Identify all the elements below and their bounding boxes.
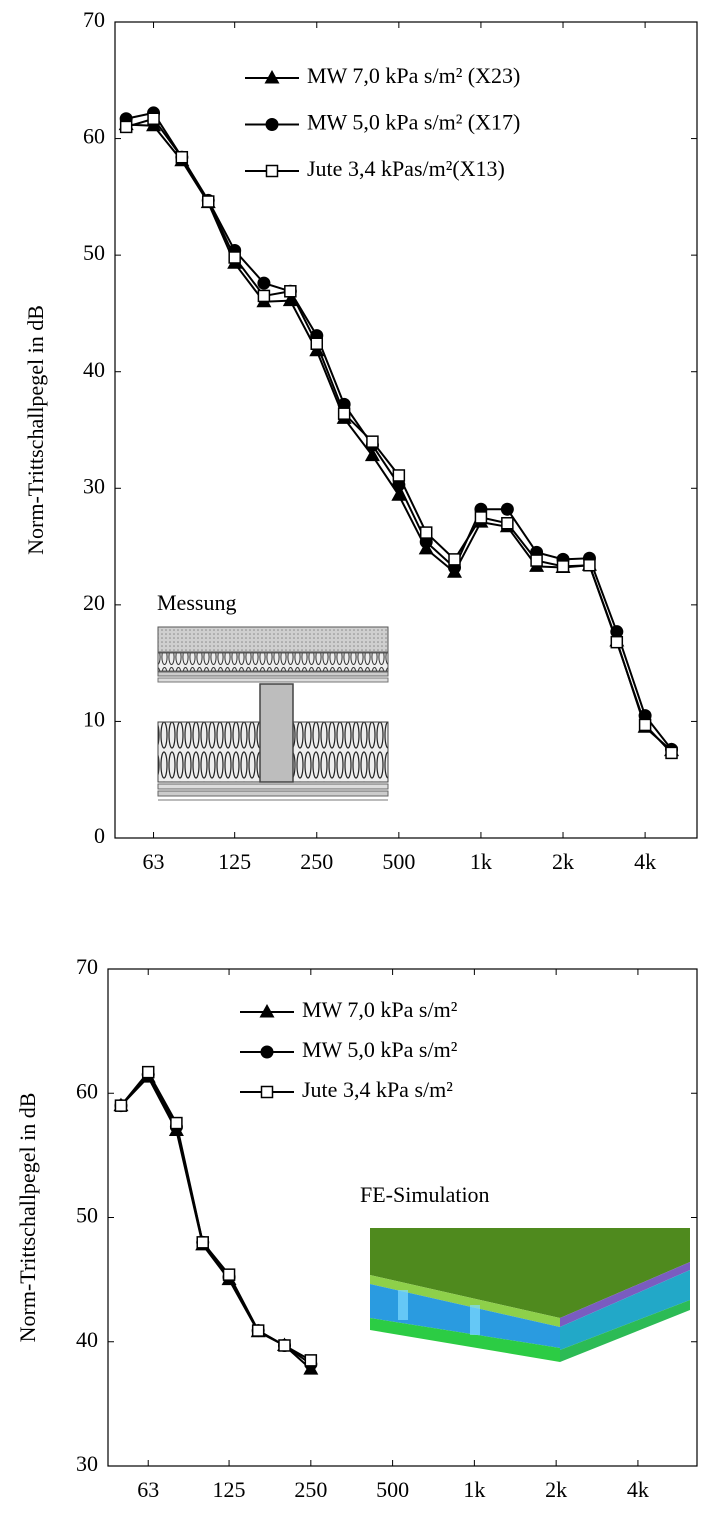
data-point [282,292,298,307]
data-point [337,407,351,420]
x-tick-label: 500 [382,849,415,874]
legend-marker [265,118,279,131]
plot-frame [114,21,698,839]
y-tick-label: 40 [83,357,105,382]
data-point [610,635,624,649]
x-tick-label: 2k [545,1477,567,1502]
y-tick-label: 30 [76,1451,98,1476]
data-point [278,1339,291,1352]
x-tick-label: 250 [294,1477,327,1502]
y-tick-label: 40 [76,1327,98,1352]
x-tick-label: 125 [213,1477,246,1502]
data-point [257,276,271,290]
legend-marker [264,70,280,84]
data-point [638,718,652,732]
data-point [364,447,380,462]
x-tick-label: 1k [470,849,492,874]
y-tick-label: 70 [83,7,105,32]
data-point [114,1099,128,1112]
data-point [147,112,160,126]
data-point [222,1268,236,1281]
legend-label: MW 7,0 kPa s/m² [302,997,458,1022]
data-point [419,526,433,539]
legend-label: Jute 3,4 kPas/m²(X13) [307,156,505,181]
y-tick-label: 0 [94,823,105,848]
data-point [500,502,514,516]
legend-marker [260,1085,274,1099]
data-point [119,120,133,134]
y-tick-label: 50 [76,1203,98,1228]
data-point [583,558,596,572]
simulation-image [370,1228,690,1362]
y-tick-label: 50 [83,240,105,265]
y-tick-label: 20 [83,590,105,615]
x-tick-label: 63 [137,1477,159,1502]
data-point [257,289,271,303]
data-point [556,560,570,573]
series-line [120,1070,312,1362]
data-point [284,285,297,298]
y-tick-label: 60 [83,124,105,149]
legend-label: MW 5,0 kPa s/m² (X17) [307,110,520,135]
legend-label: Jute 3,4 kPa s/m² [302,1077,453,1102]
y-tick-label: 60 [76,1078,98,1103]
data-point [251,1324,265,1337]
annotation: Messung [157,590,236,615]
annotation: FE-Simulation [360,1182,490,1207]
y-tick-label: 10 [83,706,105,731]
legend-marker [260,1045,274,1059]
x-tick-label: 125 [218,849,251,874]
x-tick-label: 2k [552,849,574,874]
series-line [120,1075,312,1370]
x-tick-label: 4k [627,1477,649,1502]
data-point [501,517,514,530]
data-point [366,435,379,448]
measurement-diagram [157,626,389,801]
y-tick-label: 70 [76,954,98,979]
data-point [304,1354,318,1367]
x-tick-label: 500 [376,1477,409,1502]
data-point [392,469,406,482]
legend-label: MW 5,0 kPa s/m² [302,1037,458,1062]
y-tick-label: 30 [83,473,105,498]
x-tick-label: 4k [634,849,656,874]
series-line [120,1072,312,1365]
legend-marker [259,1004,275,1018]
data-point [175,150,189,164]
y-axis-title: Norm-Trittschallpegel in dB [15,1093,40,1343]
data-point [202,195,215,208]
data-point [170,1116,183,1130]
legend-marker [265,164,279,178]
data-point [141,1065,155,1079]
data-point [530,554,543,567]
data-point [391,487,407,501]
legend-label: MW 7,0 kPa s/m² (X23) [307,63,520,88]
data-point [228,251,241,264]
x-tick-label: 250 [300,849,333,874]
data-point [310,337,324,350]
data-point [196,1236,209,1249]
y-axis-title: Norm-Trittschallpegel in dB [23,305,48,555]
x-tick-label: 1k [463,1477,485,1502]
data-point [474,511,488,524]
data-point [448,553,461,566]
x-tick-label: 63 [143,849,165,874]
data-point [665,746,678,760]
